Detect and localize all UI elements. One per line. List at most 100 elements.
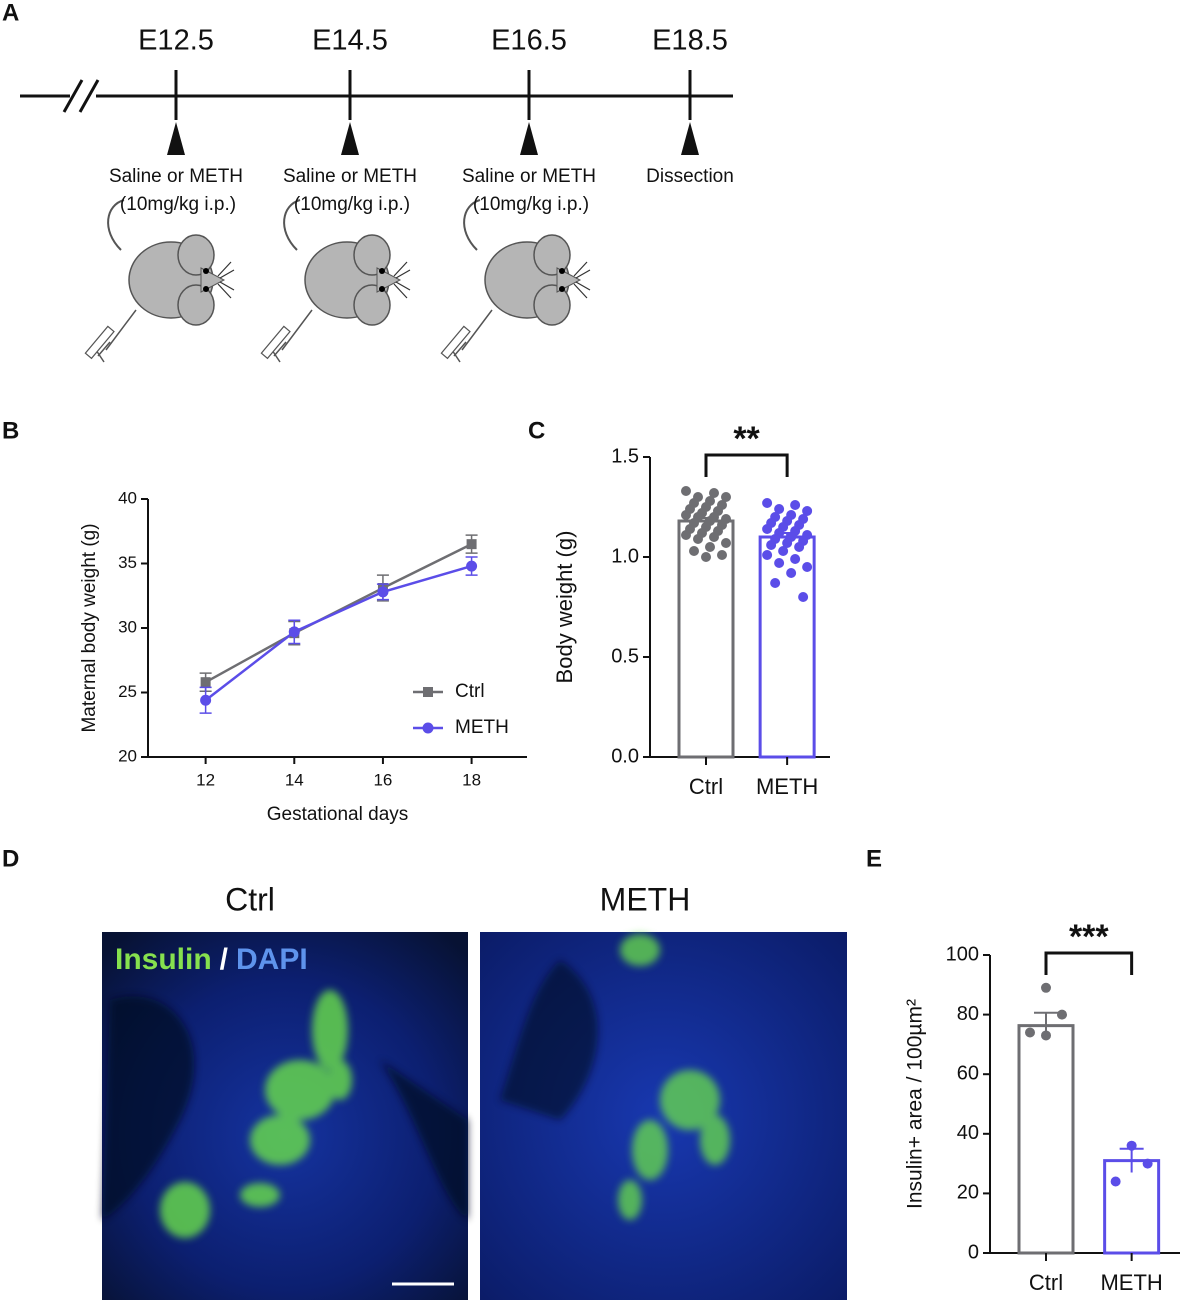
data-point xyxy=(681,486,691,496)
data-point xyxy=(762,550,773,560)
x-tick-label: 14 xyxy=(285,770,304,789)
data-point xyxy=(766,540,777,550)
legend-label: METH xyxy=(455,717,509,738)
micrograph xyxy=(102,932,468,1300)
data-point xyxy=(681,530,691,540)
x-tick-label: 12 xyxy=(196,770,215,789)
data-point xyxy=(693,534,703,544)
x-tick-label: 16 xyxy=(373,770,392,789)
y-axis-label: Insulin+ area / 100µm² xyxy=(904,999,927,1209)
y-tick-label: 0.5 xyxy=(611,645,639,667)
legend-marker xyxy=(422,722,434,734)
data-point xyxy=(790,500,801,510)
data-point xyxy=(717,550,727,560)
y-axis-label: Body weight (g) xyxy=(552,531,577,684)
stain-legend: Insulin / DAPI xyxy=(115,943,308,976)
data-point xyxy=(689,546,699,556)
panel-label: B xyxy=(2,417,19,444)
image-title: METH xyxy=(600,881,691,917)
panel-label: A xyxy=(2,0,19,26)
stain-name: Insulin xyxy=(115,943,212,976)
arrowhead xyxy=(520,122,538,155)
marker xyxy=(200,694,212,706)
data-point xyxy=(798,592,809,602)
stage-note: Dissection xyxy=(646,166,734,187)
stain-name: DAPI xyxy=(236,943,308,976)
data-point xyxy=(762,498,773,508)
y-tick-label: 40 xyxy=(118,488,137,507)
y-tick-label: 20 xyxy=(957,1182,979,1204)
x-axis-label: Gestational days xyxy=(267,804,409,825)
data-point xyxy=(1110,1176,1121,1187)
data-point xyxy=(1041,982,1051,993)
arrowhead xyxy=(681,122,699,155)
data-point xyxy=(1126,1140,1137,1151)
data-point xyxy=(1041,1030,1051,1041)
y-tick-label: 0 xyxy=(968,1241,979,1263)
data-point xyxy=(794,542,805,552)
panel-label: D xyxy=(2,845,19,872)
data-point xyxy=(770,578,781,588)
y-tick-label: 20 xyxy=(118,746,137,765)
legend-marker xyxy=(423,687,433,697)
stage-day: E12.5 xyxy=(138,25,214,57)
marker xyxy=(466,560,478,572)
marker xyxy=(288,626,300,638)
data-point xyxy=(762,524,773,534)
stage-day: E16.5 xyxy=(491,25,567,57)
micrograph xyxy=(480,932,847,1300)
mouse-icon xyxy=(260,199,411,363)
data-point xyxy=(721,538,731,548)
panel-label: E xyxy=(866,845,882,872)
stage-note: (10mg/kg i.p.) xyxy=(294,194,410,215)
data-point xyxy=(1057,1009,1067,1020)
stage-day: E18.5 xyxy=(652,25,728,57)
stain-separator: / xyxy=(220,943,229,976)
data-point xyxy=(1142,1158,1153,1169)
x-tick-label: METH xyxy=(1100,1270,1162,1295)
stage-day: E14.5 xyxy=(312,25,388,57)
data-point xyxy=(681,510,691,520)
x-tick-label: 18 xyxy=(462,770,481,789)
data-point xyxy=(778,546,789,556)
bar xyxy=(1017,1024,1075,1255)
marker xyxy=(377,586,389,598)
data-point xyxy=(782,538,793,548)
data-point xyxy=(709,488,719,498)
x-tick-label: METH xyxy=(756,774,818,799)
y-tick-label: 40 xyxy=(957,1122,979,1144)
y-tick-label: 25 xyxy=(118,682,137,701)
y-tick-label: 80 xyxy=(957,1003,979,1025)
arrowhead xyxy=(341,122,359,155)
stage-note: (10mg/kg i.p.) xyxy=(473,194,589,215)
data-point xyxy=(1025,1027,1035,1038)
data-point xyxy=(774,558,785,568)
significance-label: *** xyxy=(1069,918,1109,956)
stage-note: Saline or METH xyxy=(462,166,596,187)
stage-note: (10mg/kg i.p.) xyxy=(120,194,236,215)
x-tick-label: Ctrl xyxy=(1029,1270,1063,1295)
mouse-icon xyxy=(440,199,591,363)
panel-label: C xyxy=(528,417,545,444)
x-tick-label: Ctrl xyxy=(689,774,723,799)
data-point xyxy=(802,562,813,572)
marker xyxy=(466,539,477,550)
y-axis-label: Maternal body weight (g) xyxy=(79,523,100,732)
stage-note: Saline or METH xyxy=(283,166,417,187)
data-point xyxy=(721,492,731,502)
data-point xyxy=(790,554,801,564)
y-tick-label: 1.0 xyxy=(611,545,639,567)
data-point xyxy=(786,568,797,578)
significance-bracket xyxy=(704,453,789,477)
series-line xyxy=(204,564,472,702)
stage-note: Saline or METH xyxy=(109,166,243,187)
bar xyxy=(1103,1159,1161,1255)
mouse-icon xyxy=(84,199,235,363)
data-point xyxy=(802,506,813,516)
y-tick-label: 1.5 xyxy=(611,445,639,467)
data-point xyxy=(709,532,719,542)
data-point xyxy=(705,542,715,552)
significance-label: ** xyxy=(733,420,760,458)
